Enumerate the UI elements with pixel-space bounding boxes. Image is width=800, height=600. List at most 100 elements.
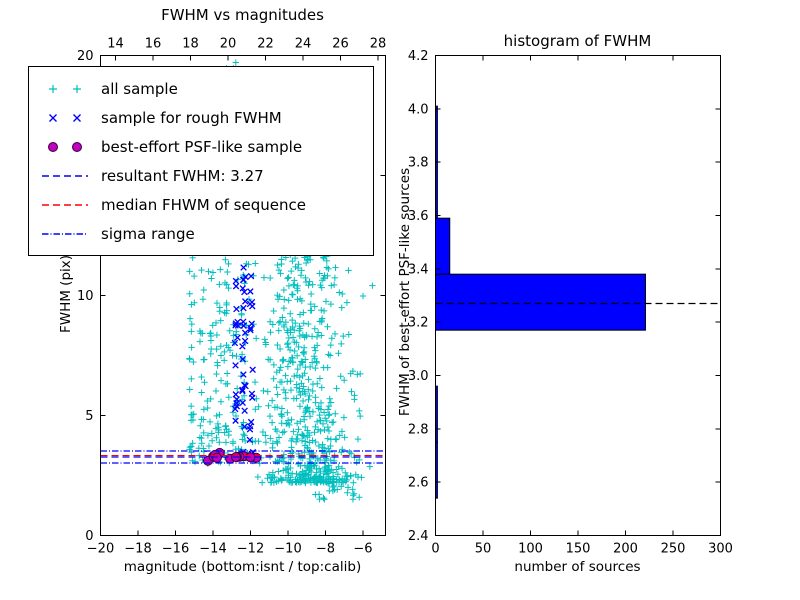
plus-marker (334, 471, 342, 478)
left-x-tick-label: −6 (353, 542, 372, 557)
left-x-tick-label: −10 (274, 542, 301, 557)
plus-marker (339, 446, 346, 453)
plus-marker (311, 325, 319, 332)
plus-marker (294, 365, 301, 373)
plus-marker (311, 344, 318, 351)
plus-marker (200, 406, 208, 413)
plus-marker (314, 329, 322, 336)
plus-marker (319, 441, 326, 448)
plus-marker (282, 318, 290, 326)
right-x-tick-label: 150 (566, 542, 591, 557)
right-x-tick-label: 50 (475, 542, 492, 557)
plus-marker (341, 434, 348, 441)
plus-marker (280, 286, 288, 294)
x-marker (249, 394, 256, 401)
plus-marker (347, 450, 355, 457)
plus-marker (276, 367, 283, 374)
plus-marker (335, 350, 342, 357)
x-marker (247, 288, 254, 295)
plus-marker (331, 274, 339, 282)
left-top-x-tick-label: 26 (332, 37, 349, 52)
plus-marker (291, 254, 299, 262)
x-marker (232, 417, 239, 424)
plus-marker (296, 471, 304, 479)
x-marker (234, 318, 241, 326)
plus-marker (265, 402, 272, 409)
plus-marker (278, 256, 285, 263)
plus-marker (200, 429, 207, 437)
plus-marker (332, 435, 339, 443)
plus-marker (270, 307, 277, 315)
plus-marker (295, 343, 302, 351)
plus-marker (252, 335, 260, 342)
plus-marker (287, 386, 295, 394)
plus-marker (314, 380, 321, 387)
plus-marker (311, 429, 318, 436)
plus-marker (206, 330, 214, 337)
x-marker (233, 305, 240, 313)
plus-marker (254, 473, 262, 481)
legend-item: all sample (39, 74, 363, 103)
plus-marker (252, 437, 259, 445)
legend-item-label: all sample (101, 79, 178, 98)
legend-item: sample for rough FWHM (39, 103, 363, 132)
plus-marker (289, 334, 297, 341)
plus-marker (232, 59, 239, 66)
plus-marker (225, 260, 232, 268)
plus-marker (293, 352, 301, 360)
plus-marker (197, 330, 205, 337)
plus-marker (306, 408, 313, 415)
plus-marker (310, 353, 318, 360)
plus-marker (321, 496, 328, 503)
plus-marker (296, 311, 304, 318)
plus-marker (325, 351, 332, 358)
right-y-tick-label: 3.4 (408, 262, 429, 277)
plus-marker (285, 282, 293, 290)
plus-marker (321, 459, 329, 466)
right-y-tick-label: 3.2 (408, 316, 429, 331)
plus-marker (324, 272, 331, 280)
plus-marker (201, 379, 208, 386)
plus-marker (266, 318, 274, 325)
plus-marker (285, 460, 292, 468)
plus-marker (198, 416, 205, 423)
plus-marker (268, 419, 276, 426)
x-marker (241, 288, 248, 296)
plus-marker (347, 370, 354, 377)
plus-marker (268, 397, 276, 404)
plus-marker (325, 427, 333, 435)
plus-marker (222, 439, 230, 446)
plus-marker (292, 478, 299, 486)
plus-marker (229, 409, 237, 416)
plus-marker (300, 309, 307, 316)
legend-item: sigma range (39, 219, 363, 248)
plus-marker (296, 403, 304, 410)
plus-marker (223, 370, 231, 377)
plus-marker (277, 475, 284, 482)
plus-marker (356, 412, 364, 420)
plus-marker (270, 473, 278, 481)
x-marker (239, 355, 246, 363)
plus-marker (323, 257, 330, 265)
plus-marker (188, 320, 195, 328)
plus-marker (281, 428, 288, 435)
plus-marker (275, 434, 283, 441)
plus-marker (305, 282, 312, 289)
x-marker (239, 285, 247, 292)
plus-marker (225, 394, 232, 401)
plus-marker (279, 429, 286, 436)
plus-marker (309, 281, 316, 288)
plus-marker (295, 261, 302, 268)
plus-marker (260, 387, 267, 395)
legend-item-label: sigma range (101, 224, 195, 243)
plus-marker (245, 261, 252, 268)
plus-marker (280, 323, 288, 331)
plus-marker (304, 475, 312, 482)
plus-marker (285, 358, 293, 365)
plus-marker (285, 334, 293, 342)
plus-marker (207, 329, 214, 337)
x-marker (232, 391, 240, 398)
plus-marker (261, 336, 268, 343)
right-plot-xlabel: number of sources (514, 559, 641, 575)
plus-marker (243, 331, 250, 339)
